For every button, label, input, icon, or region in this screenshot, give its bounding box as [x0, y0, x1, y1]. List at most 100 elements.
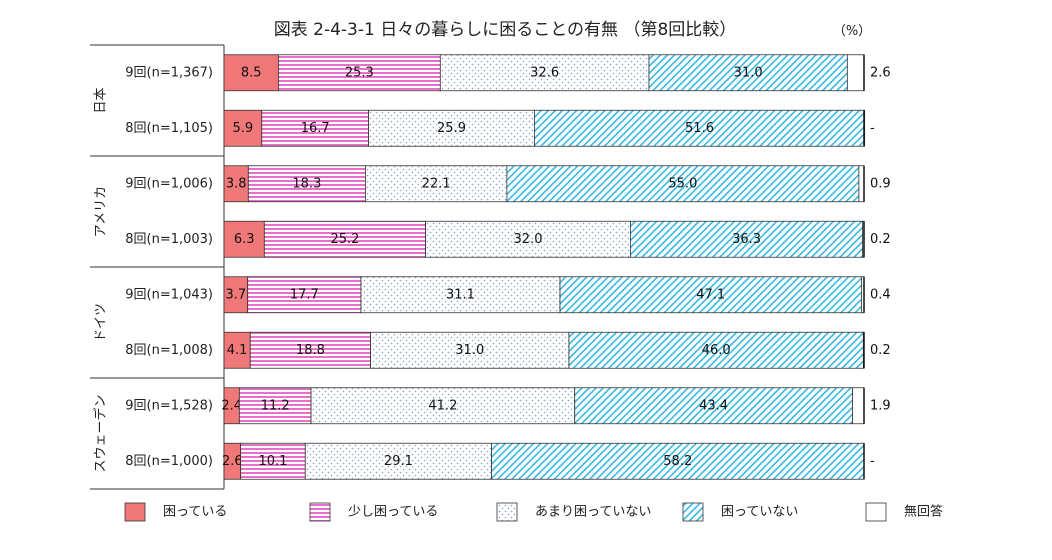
bar-segment — [249, 331, 371, 369]
legend-label: 無回答 — [904, 504, 943, 520]
data-label: 3.8 — [226, 176, 247, 191]
legend-item: 無回答 — [865, 502, 943, 522]
data-label: 36.3 — [732, 232, 761, 247]
data-label: 17.7 — [290, 287, 319, 302]
bar-segment — [223, 54, 279, 92]
data-label: 8.5 — [241, 65, 262, 80]
group-label: ドイツ — [94, 303, 109, 342]
row-label: 8回(n=1,000) — [125, 454, 213, 469]
legend-label: 困っていない — [721, 505, 798, 520]
legend-swatch — [865, 502, 887, 522]
data-label: 3.7 — [225, 287, 246, 302]
chart-title: 図表 2-4-3-1 日々の暮らしに困ることの有無 （第8回比較） — [274, 20, 737, 40]
legend-swatch — [496, 502, 518, 522]
data-label: 31.1 — [446, 287, 475, 302]
group-label: アメリカ — [94, 186, 109, 237]
data-label: 6.3 — [234, 232, 255, 247]
data-label: 46.0 — [702, 343, 731, 358]
data-label: 41.2 — [428, 398, 457, 413]
legend-item: 困っている — [124, 502, 227, 522]
legend-label: あまり困っていない — [535, 505, 651, 520]
bar-segment — [858, 165, 865, 203]
row-label: 8回(n=1,105) — [125, 121, 213, 136]
row-label: 9回(n=1,043) — [125, 287, 213, 302]
bar-row: 9回(n=1,006) 3.8 18.3 22.1 55.0 0.9 — [125, 165, 891, 203]
row-label: 8回(n=1,008) — [125, 343, 213, 358]
group-label: スウェーデン — [93, 394, 109, 472]
bar-segment — [365, 165, 508, 203]
data-label: 32.6 — [530, 65, 559, 80]
data-label: 10.1 — [258, 454, 287, 469]
bar-segment — [630, 220, 864, 258]
bar-segment — [491, 442, 865, 480]
legend-item: 少し困っている — [309, 502, 438, 522]
bar-segment — [223, 109, 263, 147]
bar-rows: 9回(n=1,367) 8.5 25.3 32.6 31.0 2.6 8回(n=1,105)… — [125, 54, 891, 480]
no-answer-label: 0.4 — [870, 287, 891, 302]
bar-segment — [223, 165, 249, 203]
data-label: 32.0 — [514, 232, 543, 247]
bar-segment — [648, 54, 848, 92]
row-label: 8回(n=1,003) — [125, 232, 213, 247]
legend-swatch — [309, 502, 331, 522]
bar-segment — [310, 387, 576, 425]
data-label: 47.1 — [696, 287, 725, 302]
data-label: 22.1 — [422, 176, 451, 191]
bar-row: 8回(n=1,105) 5.9 16.7 25.9 51.6 - — [125, 109, 875, 147]
data-label: 31.0 — [734, 65, 763, 80]
bar-segment — [304, 442, 492, 480]
no-answer-label: 0.2 — [870, 232, 891, 247]
no-answer-label: - — [870, 454, 875, 469]
group-label: 日本 — [94, 87, 109, 113]
data-label: 16.7 — [301, 121, 330, 136]
bar-row: 8回(n=1,003) 6.3 25.2 32.0 36.3 0.2 — [125, 220, 891, 258]
data-label: 25.3 — [345, 65, 374, 80]
data-label: 51.6 — [685, 121, 714, 136]
bar-segment — [238, 387, 312, 425]
data-label: 5.9 — [233, 121, 254, 136]
data-label: 29.1 — [384, 454, 413, 469]
unit-label: （%） — [833, 24, 871, 39]
no-answer-label: 0.2 — [870, 343, 891, 358]
bar-segment — [240, 442, 306, 480]
row-label: 9回(n=1,367) — [125, 65, 213, 80]
data-label: 11.2 — [261, 398, 290, 413]
row-label: 9回(n=1,528) — [125, 398, 213, 413]
bar-segment — [559, 276, 862, 314]
no-answer-label: - — [870, 121, 875, 136]
data-label: 4.1 — [227, 343, 248, 358]
legend-item: 困っていない — [682, 502, 798, 522]
data-label: 18.8 — [296, 343, 325, 358]
bar-segment — [852, 387, 865, 425]
legend-item: あまり困っていない — [496, 502, 651, 522]
legend: 困っている 少し困っている あまり困っていない 困っていない 無回答 — [124, 502, 943, 522]
bar-segment — [568, 331, 864, 369]
bar-row: 9回(n=1,528) 2.4 11.2 41.2 43.4 1.9 — [125, 387, 891, 425]
no-answer-label: 0.9 — [870, 176, 891, 191]
bar-segment — [506, 165, 860, 203]
bar-segment — [223, 220, 265, 258]
data-label: 55.0 — [668, 176, 697, 191]
bar-segment — [263, 220, 427, 258]
data-label: 25.2 — [330, 232, 359, 247]
data-label: 18.3 — [292, 176, 321, 191]
data-label: 43.4 — [699, 398, 728, 413]
data-label: 58.2 — [663, 454, 692, 469]
data-label: 25.9 — [437, 121, 466, 136]
no-answer-label: 1.9 — [870, 398, 891, 413]
legend-swatch — [682, 502, 704, 522]
data-label: 2.4 — [221, 398, 242, 413]
bar-segment — [574, 387, 853, 425]
data-label: 2.6 — [222, 454, 243, 469]
bar-row: 8回(n=1,008) 4.1 18.8 31.0 46.0 0.2 — [125, 331, 891, 369]
bar-segment — [261, 109, 370, 147]
legend-label: 困っている — [163, 505, 227, 520]
legend-label: 少し困っている — [348, 505, 438, 520]
bar-row: 9回(n=1,367) 8.5 25.3 32.6 31.0 2.6 — [125, 54, 891, 92]
bar-segment — [425, 220, 631, 258]
bar-row: 9回(n=1,043) 3.7 17.7 31.1 47.1 0.4 — [125, 276, 891, 314]
bar-segment — [846, 54, 865, 92]
